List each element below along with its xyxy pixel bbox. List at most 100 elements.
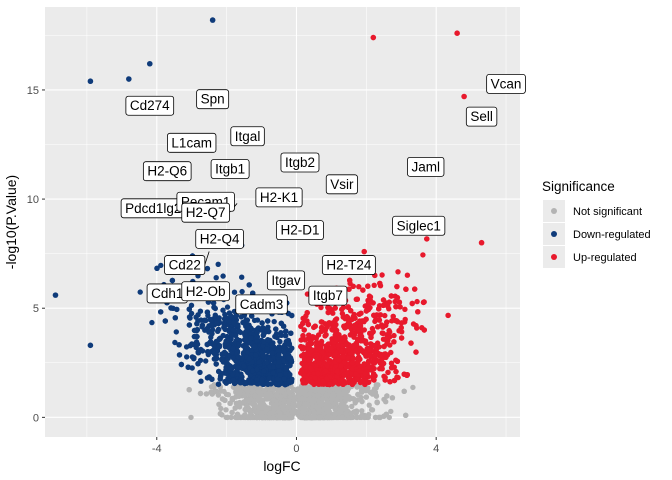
data-point xyxy=(278,320,284,326)
data-point xyxy=(367,297,373,303)
data-point xyxy=(241,363,247,369)
data-point xyxy=(245,324,251,330)
data-point xyxy=(276,359,282,365)
gene-label-text: Siglec1 xyxy=(397,218,441,233)
data-point xyxy=(223,391,230,398)
data-point xyxy=(214,355,220,361)
data-point xyxy=(353,371,359,377)
data-point xyxy=(298,337,304,343)
data-point xyxy=(289,312,295,319)
data-point xyxy=(356,284,362,290)
data-point xyxy=(205,349,211,355)
data-point xyxy=(355,391,361,398)
data-point xyxy=(332,411,338,417)
data-point xyxy=(226,319,232,325)
data-point xyxy=(388,293,394,299)
data-point xyxy=(412,286,418,292)
legend-key xyxy=(551,231,557,237)
data-point xyxy=(301,351,307,357)
data-point xyxy=(385,303,391,309)
gene-label-text: Jaml xyxy=(411,159,440,174)
data-point xyxy=(224,304,231,310)
data-point xyxy=(393,318,400,324)
data-point xyxy=(274,334,280,341)
data-point xyxy=(277,338,283,345)
data-point xyxy=(230,345,236,352)
data-point xyxy=(354,384,360,390)
gene-label-box xyxy=(235,294,288,315)
data-point xyxy=(312,323,318,329)
gene-label-text: Itgb7 xyxy=(313,288,343,303)
data-point xyxy=(278,393,284,400)
data-point xyxy=(344,314,350,320)
data-point xyxy=(358,333,364,339)
data-point xyxy=(319,400,325,407)
x-axis-title: logFC xyxy=(263,458,300,474)
legend-label: Up-regulated xyxy=(573,252,637,264)
gene-label-text: Pdcd1lg2 xyxy=(125,201,181,216)
data-point xyxy=(361,248,367,255)
data-point xyxy=(286,341,293,348)
data-point xyxy=(348,414,354,421)
data-point xyxy=(421,327,427,333)
data-point xyxy=(355,360,361,366)
data-point xyxy=(218,405,224,412)
data-point xyxy=(216,315,222,321)
data-point xyxy=(368,334,374,340)
data-point xyxy=(414,325,420,331)
data-point xyxy=(445,312,451,319)
gene-label: Cdh1 xyxy=(146,283,188,304)
data-point xyxy=(363,388,369,394)
data-point xyxy=(380,330,386,336)
gene-label-text: Spn xyxy=(201,92,225,107)
data-point xyxy=(374,358,381,364)
data-point xyxy=(198,317,204,323)
gene-label: H2-D1 xyxy=(276,220,324,241)
data-point xyxy=(402,306,408,312)
data-point xyxy=(299,346,306,352)
gene-label-box xyxy=(167,132,217,153)
data-point xyxy=(188,414,194,421)
data-point xyxy=(187,315,193,321)
data-point xyxy=(362,378,369,384)
data-point xyxy=(213,361,219,367)
data-point xyxy=(228,332,235,339)
data-point xyxy=(282,333,289,339)
data-point xyxy=(271,397,277,404)
data-point xyxy=(277,414,283,421)
data-point xyxy=(396,299,403,305)
data-point xyxy=(211,304,217,310)
data-point xyxy=(236,341,242,347)
data-point xyxy=(265,381,271,387)
data-point xyxy=(382,312,388,319)
data-point xyxy=(285,404,291,410)
data-point xyxy=(373,393,380,399)
gene-label: Cd274 xyxy=(125,95,175,116)
data-point xyxy=(194,321,200,327)
data-point xyxy=(333,321,339,328)
data-point xyxy=(420,299,427,306)
data-point xyxy=(270,364,276,370)
data-point xyxy=(308,340,315,347)
data-point xyxy=(203,391,210,397)
y-tick-label: 5 xyxy=(33,303,39,315)
data-point xyxy=(245,414,251,421)
data-point xyxy=(235,354,242,360)
data-point xyxy=(209,376,215,382)
data-point xyxy=(363,308,370,314)
gene-label-text: H2-Q6 xyxy=(147,164,187,179)
data-point xyxy=(213,275,219,281)
data-point xyxy=(266,375,272,382)
data-point xyxy=(383,399,389,405)
data-point xyxy=(158,309,164,315)
data-point xyxy=(87,78,94,85)
data-point xyxy=(371,386,378,392)
data-point xyxy=(338,348,344,354)
data-point xyxy=(333,399,339,405)
data-point xyxy=(354,296,360,302)
gene-label: Itgal xyxy=(230,126,265,147)
y-tick-label: 10 xyxy=(27,194,39,206)
data-point xyxy=(354,414,360,421)
data-point xyxy=(376,317,383,323)
data-point xyxy=(388,360,395,366)
